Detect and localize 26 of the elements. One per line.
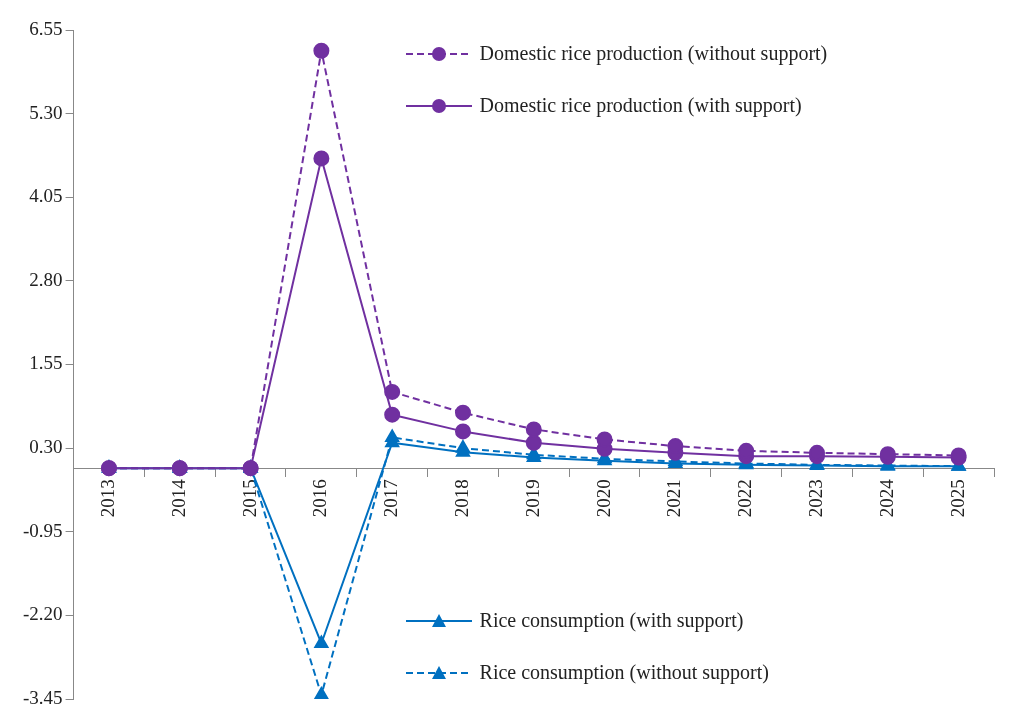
x-tick-label: 2013 [96, 479, 118, 518]
y-tick-label: 0.30 [29, 436, 63, 458]
y-tick-label: 4.05 [29, 185, 63, 207]
legend-label: Domestic rice production (with support) [479, 94, 802, 117]
y-tick-label: -0.95 [23, 519, 63, 541]
x-tick-label: 2014 [167, 478, 189, 518]
legend-label: Rice consumption (without support) [479, 661, 769, 684]
legend-label: Rice consumption (with support) [479, 609, 744, 632]
y-tick-label: -2.20 [23, 603, 63, 625]
y-tick-label: 5.30 [29, 101, 63, 123]
x-tick-label: 2024 [875, 478, 897, 518]
legend-label: Domestic rice production (without support) [479, 42, 828, 65]
y-tick-label: 2.80 [29, 268, 63, 290]
x-tick-label: 2022 [734, 479, 756, 518]
y-tick-label: 6.55 [29, 17, 63, 39]
x-tick-label: 2018 [450, 479, 472, 518]
y-tick-label: -3.45 [23, 686, 63, 708]
y-tick-label: 1.55 [29, 352, 63, 374]
x-tick-label: 2019 [521, 479, 543, 518]
x-tick-label: 2021 [663, 479, 685, 518]
x-tick-label: 2023 [804, 479, 826, 518]
x-tick-label: 2016 [309, 479, 331, 518]
x-tick-label: 2020 [592, 479, 614, 518]
x-tick-label: 2025 [946, 479, 968, 518]
x-tick-label: 2015 [238, 479, 260, 518]
x-tick-label: 2017 [380, 479, 402, 518]
